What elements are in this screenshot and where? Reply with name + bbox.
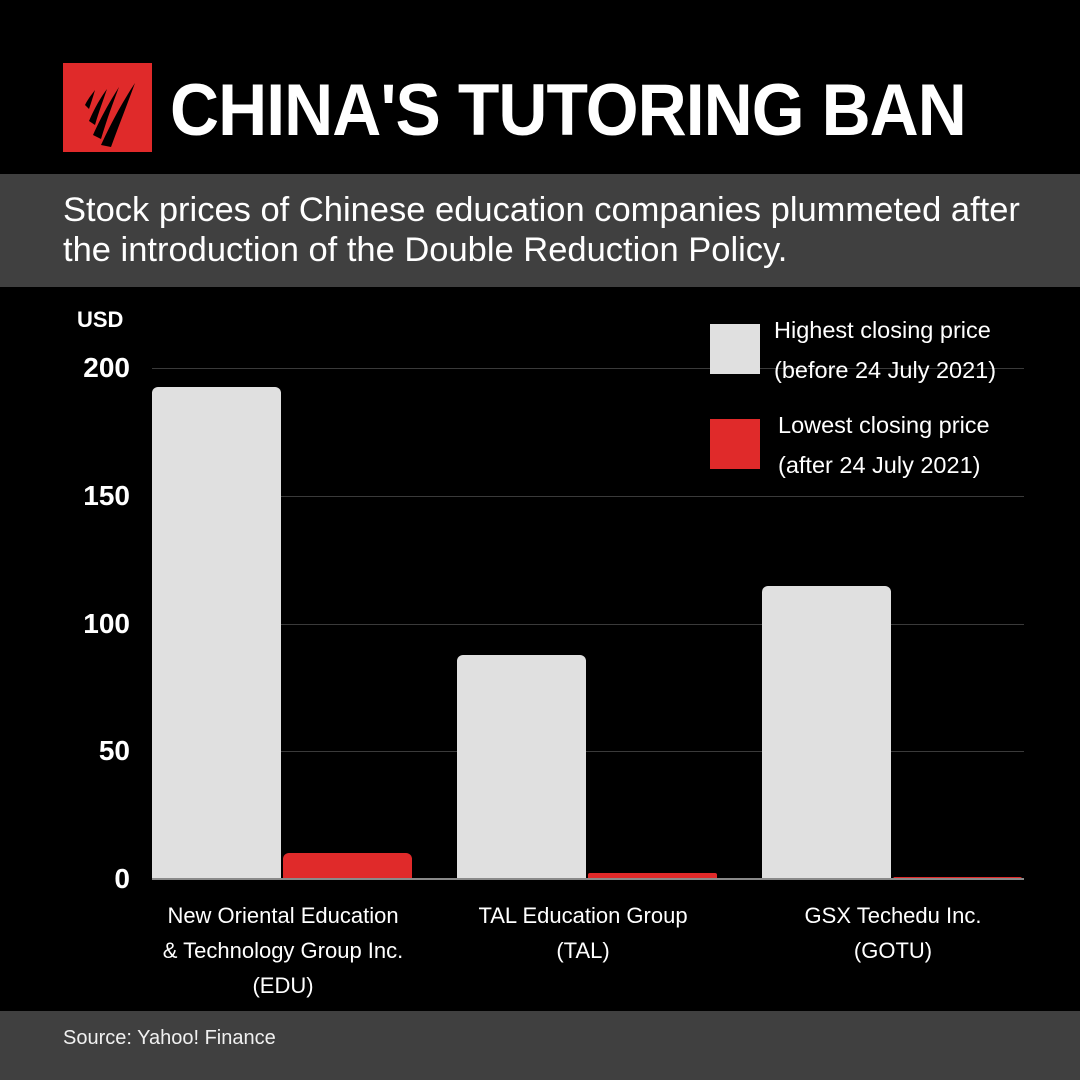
bar-gotu-highest bbox=[762, 585, 891, 879]
page-title: CHINA'S TUTORING BAN bbox=[170, 70, 967, 151]
legend-label-highest: Highest closing price (before 24 July 20… bbox=[774, 317, 997, 383]
y-tick-50: 50 bbox=[98, 735, 130, 766]
footer: Source: Yahoo! Finance bbox=[0, 1011, 1080, 1080]
x-label-tal: TAL Education Group (TAL) bbox=[478, 903, 688, 963]
legend-swatch-highest bbox=[710, 324, 760, 374]
y-tick-150: 150 bbox=[83, 480, 130, 511]
bar-tal-lowest bbox=[588, 873, 717, 879]
y-tick-200: 200 bbox=[83, 352, 130, 383]
logo-wave-icon bbox=[85, 83, 135, 147]
sbs-logo-icon bbox=[63, 63, 152, 152]
legend-swatch-lowest bbox=[710, 419, 760, 469]
bar-tal-highest bbox=[457, 654, 586, 879]
bar-gotu-lowest bbox=[893, 876, 1022, 879]
y-tick-0: 0 bbox=[114, 863, 130, 894]
subtitle-band: Stock prices of Chinese education compan… bbox=[0, 174, 1080, 287]
y-axis-unit: USD bbox=[77, 307, 124, 332]
gridline-150 bbox=[152, 496, 1024, 497]
y-tick-100: 100 bbox=[83, 608, 130, 639]
x-label-gotu: GSX Techedu Inc. (GOTU) bbox=[804, 903, 982, 963]
source-note: Source: Yahoo! Finance bbox=[63, 1027, 276, 1049]
gridline-100 bbox=[152, 624, 1024, 625]
gridline-50 bbox=[152, 751, 1024, 752]
x-label-edu: New Oriental Education & Technology Grou… bbox=[162, 903, 404, 998]
legend-label-lowest: Lowest closing price (after 24 July 2021… bbox=[778, 412, 990, 478]
x-axis-baseline bbox=[152, 878, 1024, 880]
subtitle: Stock prices of Chinese education compan… bbox=[63, 191, 1020, 269]
bar-edu-lowest bbox=[283, 852, 412, 879]
gridline-200 bbox=[152, 368, 1024, 369]
bar-edu-highest bbox=[152, 386, 281, 879]
